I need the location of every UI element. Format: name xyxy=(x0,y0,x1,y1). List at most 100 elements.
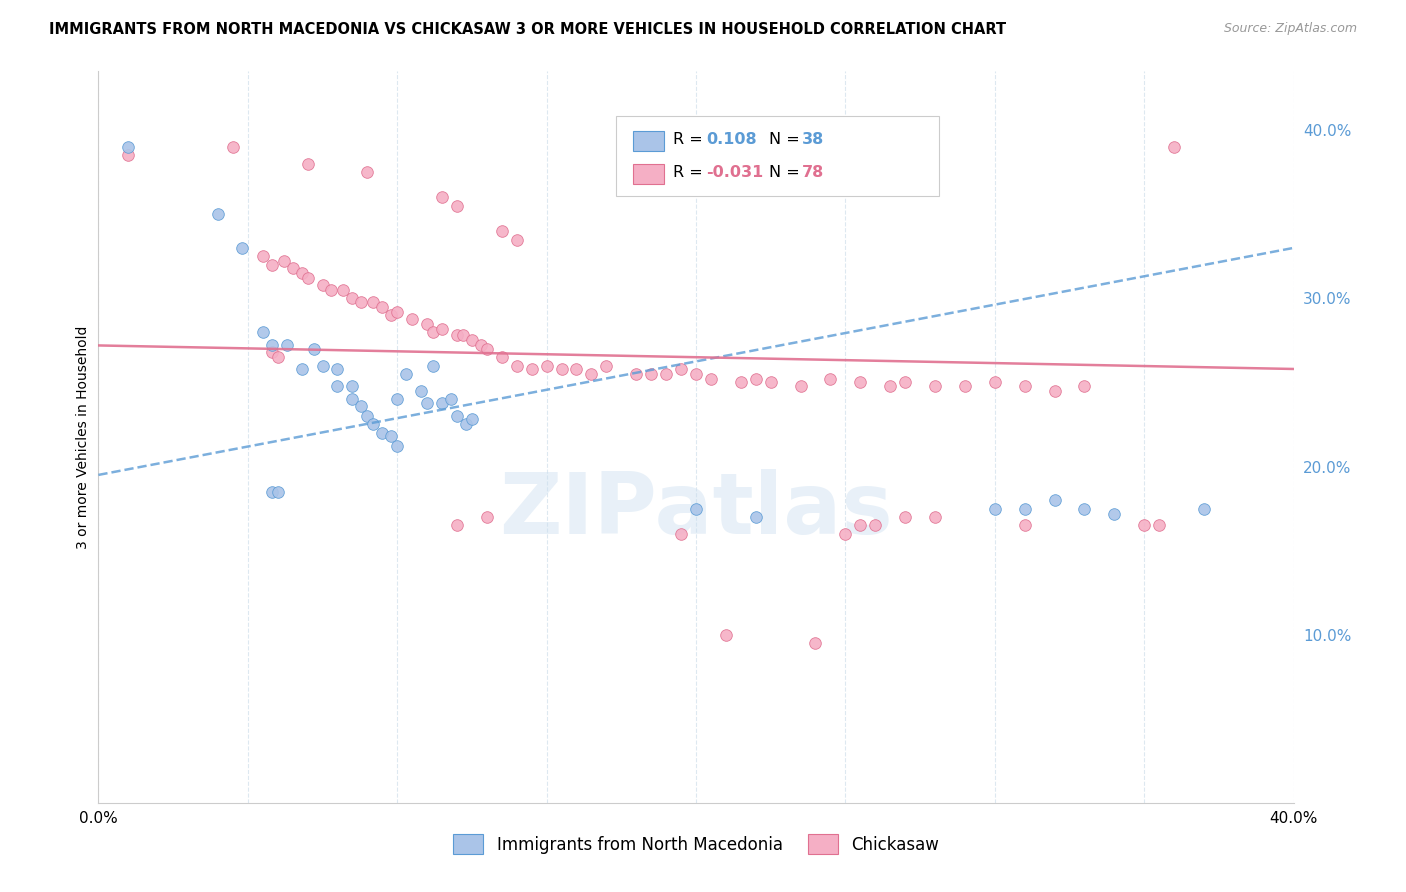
Point xyxy=(380,308,402,322)
Text: ZIPatlas: ZIPatlas xyxy=(499,468,893,552)
Point xyxy=(491,224,513,238)
Point xyxy=(356,409,378,423)
Text: Source: ZipAtlas.com: Source: ZipAtlas.com xyxy=(1223,22,1357,36)
Point xyxy=(207,207,229,221)
Point xyxy=(446,409,468,423)
Text: 78: 78 xyxy=(801,165,824,179)
Point xyxy=(281,261,304,276)
Text: 0.108: 0.108 xyxy=(706,132,756,146)
Point xyxy=(260,484,283,499)
Point xyxy=(1133,518,1156,533)
Point xyxy=(536,359,558,373)
Point xyxy=(291,266,314,280)
Point xyxy=(411,384,433,398)
Point xyxy=(326,379,349,393)
Point xyxy=(350,399,373,413)
Point xyxy=(685,367,707,381)
Point xyxy=(454,417,477,432)
Point xyxy=(595,359,617,373)
Point xyxy=(252,325,274,339)
Text: N =: N = xyxy=(769,132,806,146)
Text: R =: R = xyxy=(673,132,709,146)
Point xyxy=(1163,140,1185,154)
Point xyxy=(260,338,283,352)
Point xyxy=(291,362,314,376)
Point xyxy=(550,362,572,376)
Point xyxy=(984,376,1007,390)
Point xyxy=(879,379,901,393)
Point xyxy=(273,254,295,268)
Point xyxy=(984,501,1007,516)
Text: -0.031: -0.031 xyxy=(706,165,763,179)
Point xyxy=(311,359,333,373)
Text: N =: N = xyxy=(769,165,806,179)
Point xyxy=(685,501,707,516)
Point xyxy=(1043,493,1066,508)
Point xyxy=(1192,501,1215,516)
Point xyxy=(430,321,453,335)
Point xyxy=(565,362,588,376)
Point xyxy=(321,283,343,297)
Point xyxy=(440,392,463,407)
Point xyxy=(669,362,692,376)
Point xyxy=(311,277,333,292)
Point xyxy=(1014,518,1036,533)
Point xyxy=(669,526,692,541)
Point xyxy=(401,311,423,326)
Point xyxy=(342,291,364,305)
Point xyxy=(1147,518,1170,533)
Point xyxy=(953,379,976,393)
Point xyxy=(865,518,887,533)
Point xyxy=(461,412,484,426)
Point xyxy=(385,392,409,407)
Point xyxy=(117,148,139,162)
Point xyxy=(924,379,946,393)
Point xyxy=(363,417,385,432)
Point xyxy=(422,359,444,373)
Point xyxy=(395,367,418,381)
Point xyxy=(371,425,394,440)
Point xyxy=(446,518,468,533)
Point xyxy=(1073,379,1095,393)
Point xyxy=(326,362,349,376)
Point xyxy=(475,510,498,524)
Point xyxy=(520,362,543,376)
Point xyxy=(506,233,529,247)
Point xyxy=(1014,501,1036,516)
Point xyxy=(849,518,872,533)
Point xyxy=(231,241,253,255)
Point xyxy=(745,372,768,386)
Point xyxy=(626,367,648,381)
Point xyxy=(849,376,872,390)
Point xyxy=(581,367,603,381)
Point xyxy=(491,350,513,364)
Point xyxy=(1014,379,1036,393)
Point xyxy=(416,317,439,331)
Point xyxy=(342,392,364,407)
Point xyxy=(1104,507,1126,521)
Point xyxy=(350,294,373,309)
Point xyxy=(894,510,917,524)
Point xyxy=(834,526,856,541)
Text: IMMIGRANTS FROM NORTH MACEDONIA VS CHICKASAW 3 OR MORE VEHICLES IN HOUSEHOLD COR: IMMIGRANTS FROM NORTH MACEDONIA VS CHICK… xyxy=(49,22,1007,37)
Point xyxy=(470,338,492,352)
Y-axis label: 3 or more Vehicles in Household: 3 or more Vehicles in Household xyxy=(76,326,90,549)
Point xyxy=(416,395,439,409)
Point xyxy=(260,258,283,272)
Point xyxy=(302,342,325,356)
Point xyxy=(924,510,946,524)
Point xyxy=(297,271,319,285)
Point xyxy=(714,627,737,641)
Point xyxy=(820,372,842,386)
Point xyxy=(371,300,394,314)
Point xyxy=(260,345,283,359)
Point xyxy=(267,350,290,364)
Point xyxy=(297,157,319,171)
Point xyxy=(745,510,768,524)
Point xyxy=(730,376,752,390)
Point xyxy=(363,294,385,309)
Point xyxy=(252,249,274,263)
Point xyxy=(117,140,139,154)
Point xyxy=(804,636,827,650)
Legend: Immigrants from North Macedonia, Chickasaw: Immigrants from North Macedonia, Chickas… xyxy=(447,828,945,860)
